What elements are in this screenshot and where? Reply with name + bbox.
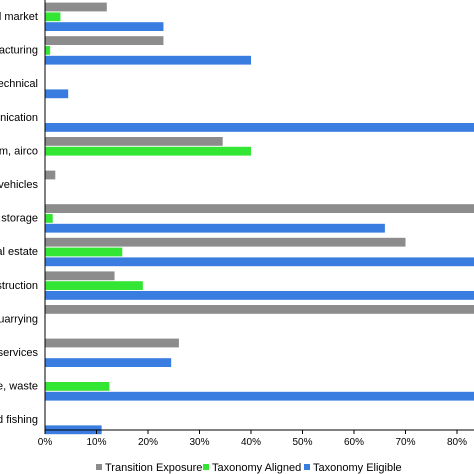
category-label: d fishing xyxy=(0,414,38,426)
category-label: eal estate xyxy=(0,246,38,258)
bar-taxonomy-aligned-8 xyxy=(45,281,143,290)
x-tick-label: 40% xyxy=(241,437,261,448)
bar-taxonomy-aligned-6 xyxy=(45,214,53,223)
x-tick-label: 60% xyxy=(344,437,364,448)
x-tick-label: 0% xyxy=(38,437,53,448)
bar-transition-exposure-4 xyxy=(45,137,223,146)
bar-taxonomy-eligible-8 xyxy=(45,291,474,300)
bar-taxonomy-eligible-2 xyxy=(45,89,69,99)
bar-taxonomy-eligible-11 xyxy=(45,391,474,401)
bar-group xyxy=(45,2,474,435)
x-tick-label: 70% xyxy=(395,437,415,448)
x-tick-label: 50% xyxy=(292,437,312,448)
category-label: unication xyxy=(0,112,38,124)
bar-taxonomy-eligible-7 xyxy=(45,257,474,267)
legend-label: Transition Exposure xyxy=(105,462,202,474)
bar-taxonomy-aligned-4 xyxy=(45,146,251,156)
bar-taxonomy-aligned-7 xyxy=(45,247,123,257)
bar-taxonomy-eligible-3 xyxy=(45,123,474,132)
legend-label: Taxonomy Aligned xyxy=(212,462,301,474)
x-tick-label: 30% xyxy=(189,437,209,448)
category-label: al market xyxy=(0,11,38,23)
category-label: quarrying xyxy=(0,313,38,325)
x-axis-ticks: 0% 10% 20% 30% 40% 50% 60% 70% 80% xyxy=(38,430,467,448)
x-tick-label: 10% xyxy=(86,437,106,448)
bar-transition-exposure-9 xyxy=(45,305,474,314)
x-tick-label: 80% xyxy=(447,437,467,448)
legend-swatch xyxy=(203,464,209,470)
category-label: r vehicles xyxy=(0,179,38,191)
category-labels: al market facturing technical unication am, … xyxy=(0,11,38,426)
category-label: am, airco xyxy=(0,145,38,157)
category-label: facturing xyxy=(0,45,38,57)
legend-label: Taxonomy Eligible xyxy=(313,462,402,474)
bar-transition-exposure-1 xyxy=(45,36,164,45)
bar-taxonomy-aligned-1 xyxy=(45,46,51,55)
x-tick-label: 20% xyxy=(138,437,158,448)
legend-swatch xyxy=(304,464,310,470)
bar-taxonomy-eligible-6 xyxy=(45,223,385,233)
bar-taxonomy-eligible-10 xyxy=(45,358,172,367)
bar-transition-exposure-8 xyxy=(45,271,115,281)
bar-taxonomy-aligned-0 xyxy=(45,12,61,22)
legend: Transition Exposure Taxonomy Aligned Taxon… xyxy=(96,462,402,474)
bar-transition-exposure-0 xyxy=(45,2,107,12)
category-label: technical xyxy=(0,78,38,90)
bar-transition-exposure-5 xyxy=(45,170,56,180)
legend-swatch xyxy=(96,464,102,470)
bar-transition-exposure-10 xyxy=(45,338,179,348)
bar-transition-exposure-6 xyxy=(45,204,474,213)
bar-taxonomy-eligible-1 xyxy=(45,55,251,65)
category-label: d storage xyxy=(0,213,38,225)
bar-taxonomy-eligible-0 xyxy=(45,22,164,31)
category-label: struction xyxy=(0,280,38,292)
category-label: ge, waste xyxy=(0,381,38,393)
bar-transition-exposure-7 xyxy=(45,237,406,247)
category-label: t services xyxy=(0,347,38,359)
bar-taxonomy-aligned-11 xyxy=(45,382,110,391)
